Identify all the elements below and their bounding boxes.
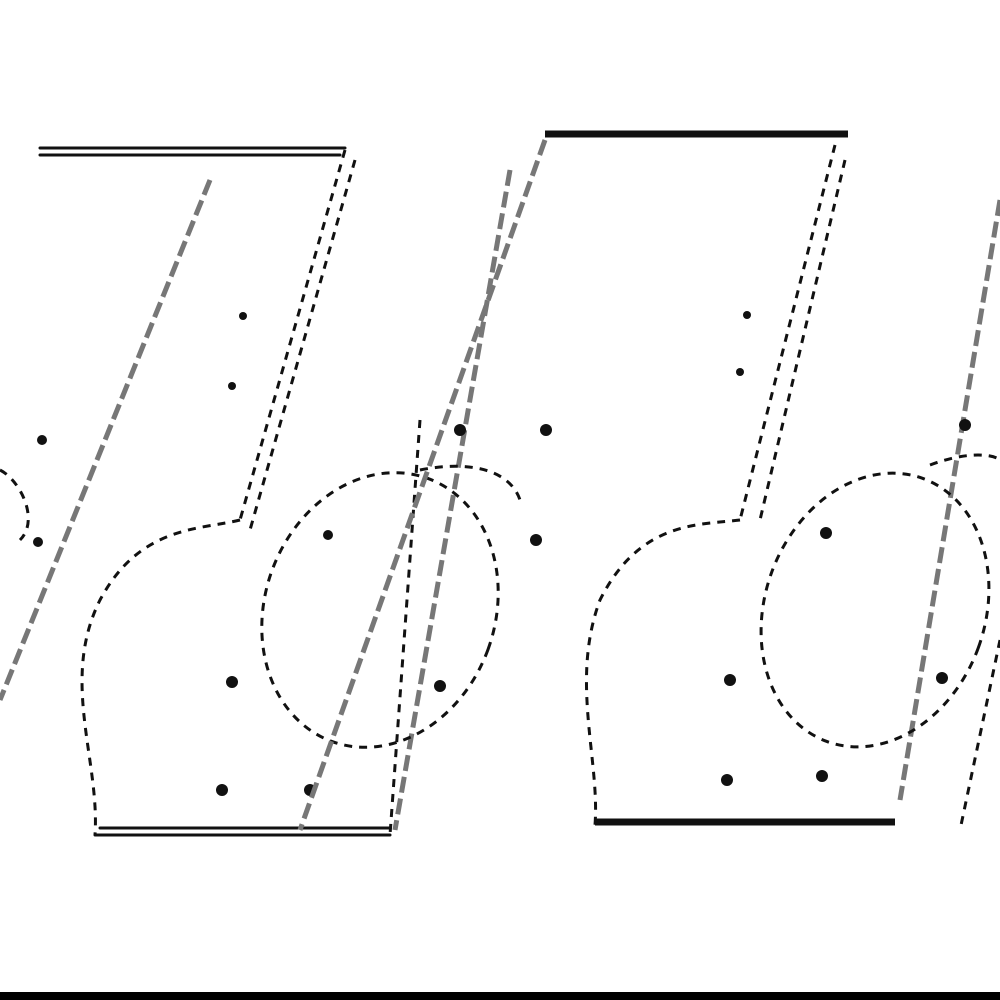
right-diagonal (897, 199, 1000, 801)
right-bracket (297, 130, 1000, 831)
left-bracket (0, 146, 552, 837)
left-right-edge-lower (388, 419, 422, 836)
left-diagonal (0, 179, 213, 701)
right-hole-lip (929, 453, 1000, 467)
left-bottom-edge (93, 826, 392, 837)
right-curve (585, 518, 741, 826)
left-top-edge (38, 146, 347, 157)
right-right-edge-lower (958, 639, 1000, 831)
left-curve (80, 518, 241, 836)
left-diagonal-2 (392, 169, 513, 831)
right-right-edge-upper (738, 144, 837, 521)
right-hole (759, 471, 991, 749)
right-hole-markers (721, 311, 971, 786)
bottom-bar (0, 992, 1000, 1000)
left-right-edge-upper (238, 149, 347, 521)
left-hole-lip (419, 464, 522, 501)
left-edge-curve (0, 468, 30, 542)
right-left-edge (297, 139, 548, 831)
right-right-edge-inner (758, 159, 847, 521)
left-hole-markers (33, 312, 552, 796)
left-right-edge-inner (248, 159, 357, 531)
